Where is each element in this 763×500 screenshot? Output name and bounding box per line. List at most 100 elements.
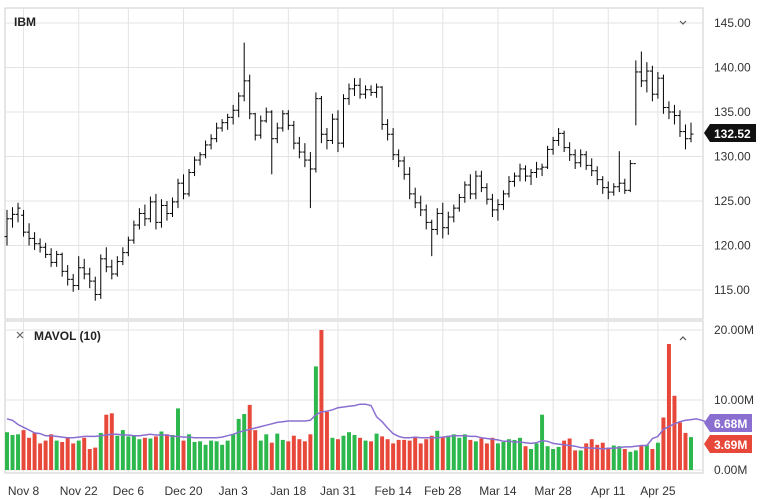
volume-bar — [10, 435, 15, 470]
volume-bar — [71, 443, 76, 470]
volume-panel-menu-button[interactable] — [679, 336, 687, 341]
volume-bar — [529, 449, 534, 470]
ohlc-bar — [583, 151, 589, 170]
price-panel-menu-button[interactable] — [679, 20, 687, 25]
ohlc-bar — [451, 204, 457, 223]
volume-bar — [595, 444, 600, 470]
x-tick-label: Nov 22 — [60, 484, 98, 498]
volume-bar — [506, 439, 511, 470]
ohlc-bar — [81, 258, 87, 280]
x-tick-label: Feb 14 — [374, 484, 412, 498]
ohlc-bar — [48, 248, 54, 267]
ohlc-bar — [528, 168, 534, 185]
chevron-up-icon[interactable] — [679, 336, 687, 341]
volume-bar — [479, 438, 484, 470]
ohlc-bar — [385, 119, 391, 141]
ohlc-bar — [649, 65, 655, 102]
volume-bar — [440, 437, 445, 470]
ohlc-bar — [572, 149, 578, 169]
volume-bar — [518, 437, 522, 470]
volume-bar — [209, 440, 214, 470]
mavol-value-label: 6.68M — [714, 417, 747, 431]
ohlc-bar — [550, 136, 556, 155]
ohlc-bar — [87, 267, 93, 289]
volume-bar — [65, 437, 70, 470]
volume-bar — [275, 433, 280, 470]
volume-bar — [545, 446, 550, 470]
ohlc-bar — [4, 209, 10, 246]
volume-bar — [176, 408, 180, 470]
volume-bar — [396, 439, 401, 470]
ohlc-bar — [10, 207, 16, 228]
ohlc-bar — [214, 122, 220, 143]
volume-bar — [214, 441, 219, 470]
volume-bar — [358, 437, 363, 470]
x-tick-label: Dec 6 — [113, 484, 145, 498]
ohlc-bar — [534, 161, 540, 178]
volume-bar — [655, 442, 660, 470]
x-tick-label: Jan 18 — [270, 484, 306, 498]
volume-bar — [32, 432, 37, 470]
ohlc-bar — [125, 236, 131, 257]
mavol-line — [6, 403, 719, 450]
ohlc-bar — [578, 149, 584, 168]
ohlc-bar — [324, 128, 330, 150]
y-tick-label: 120.00 — [714, 239, 751, 253]
volume-bar — [650, 449, 655, 470]
ohlc-bar — [418, 195, 424, 217]
volume-bar — [104, 414, 109, 470]
ohlc-bar — [318, 95, 324, 144]
volume-bar — [153, 436, 158, 470]
ohlc-bar — [401, 156, 407, 180]
volume-bar — [584, 443, 589, 470]
y-tick-label: 115.00 — [714, 283, 750, 297]
volume-bar — [606, 447, 611, 470]
ohlc-bar — [567, 142, 573, 161]
volume-bar — [661, 417, 666, 470]
volume-bar — [253, 430, 258, 470]
volume-bar — [611, 445, 616, 470]
x-tick-label: Apr 11 — [591, 484, 626, 498]
ohlc-bar — [589, 158, 595, 177]
ohlc-bar — [545, 145, 551, 169]
volume-bar — [540, 414, 545, 470]
ohlc-bar — [296, 136, 302, 159]
ohlc-bar — [511, 172, 517, 187]
x-tick-label: Mar 14 — [479, 484, 517, 498]
volume-bar — [93, 447, 98, 470]
price-axis: 115.00 120.00 125.00 130.00 135.00 140.00 145.… — [714, 16, 751, 297]
volume-bar — [473, 441, 478, 470]
volume-bar — [21, 430, 26, 470]
volume-bar — [181, 440, 186, 470]
y-tick-label: 135.00 — [714, 105, 751, 119]
volume-bar — [512, 439, 517, 470]
volume-bar — [49, 434, 54, 470]
ohlc-bar — [236, 92, 242, 118]
ohlc-bar — [92, 276, 98, 301]
volume-axis: 0.00M 10.00M 20.00M — [714, 323, 754, 477]
last-price-tag: 132.52 — [704, 124, 756, 142]
volume-bar — [644, 444, 649, 470]
x-tick-label: Jan 31 — [320, 484, 356, 498]
ohlc-bar — [37, 238, 43, 253]
chevron-down-icon[interactable] — [679, 20, 687, 25]
ohlc-bar — [660, 74, 666, 114]
volume-bar — [628, 451, 633, 470]
close-indicator-button[interactable] — [16, 331, 24, 339]
ohlc-bar — [158, 199, 164, 228]
volume-bar — [164, 434, 169, 470]
volume-bar — [407, 440, 412, 470]
volume-bar — [269, 442, 274, 470]
volume-bar — [451, 434, 456, 470]
ohlc-bar — [368, 85, 374, 96]
ohlc-bar — [671, 104, 677, 125]
ohlc-bar — [462, 181, 468, 203]
volume-bar — [689, 437, 693, 470]
ohlc-bar — [379, 86, 385, 130]
ohlc-bar — [120, 247, 126, 266]
volume-bar — [380, 436, 385, 470]
ohlc-bar — [43, 242, 49, 258]
volume-bar — [137, 439, 142, 470]
date-axis: Nov 8 Nov 22 Dec 6 Dec 20 Jan 3 Jan 18 Jan 31 F… — [8, 484, 676, 498]
ohlc-bar — [561, 130, 567, 153]
